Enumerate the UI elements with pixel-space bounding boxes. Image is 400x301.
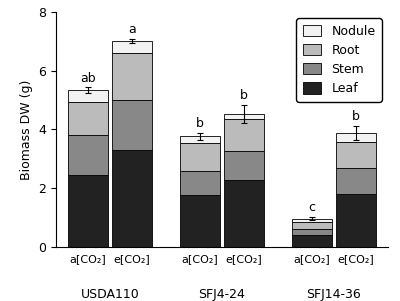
Text: SFJ4-24: SFJ4-24 xyxy=(198,288,246,301)
Text: c: c xyxy=(308,201,315,214)
Bar xyxy=(336,133,376,142)
Text: b: b xyxy=(196,117,204,130)
Bar xyxy=(224,151,264,180)
Bar xyxy=(68,101,108,135)
Bar xyxy=(180,136,220,143)
Bar xyxy=(180,143,220,170)
Text: b: b xyxy=(352,110,360,123)
Legend: Nodule, Root, Stem, Leaf: Nodule, Root, Stem, Leaf xyxy=(296,18,382,101)
Bar xyxy=(336,194,376,247)
Bar xyxy=(292,222,332,229)
Bar xyxy=(224,180,264,247)
Bar xyxy=(112,150,152,247)
Bar xyxy=(68,90,108,101)
Bar xyxy=(180,195,220,247)
Text: b: b xyxy=(240,89,248,102)
Text: USDA110: USDA110 xyxy=(81,288,140,301)
Text: a: a xyxy=(128,23,136,36)
Bar xyxy=(336,168,376,194)
Text: SFJ14-36: SFJ14-36 xyxy=(306,288,361,301)
Bar xyxy=(336,142,376,168)
Bar xyxy=(292,235,332,247)
Bar xyxy=(68,135,108,175)
Bar xyxy=(112,41,152,53)
Bar xyxy=(224,114,264,119)
Bar xyxy=(292,219,332,222)
Text: ab: ab xyxy=(80,72,96,85)
Bar xyxy=(292,229,332,235)
Bar xyxy=(112,100,152,150)
Bar xyxy=(68,175,108,247)
Y-axis label: Biomass DW (g): Biomass DW (g) xyxy=(20,79,33,180)
Bar xyxy=(112,53,152,100)
Bar xyxy=(180,170,220,195)
Bar xyxy=(224,119,264,151)
